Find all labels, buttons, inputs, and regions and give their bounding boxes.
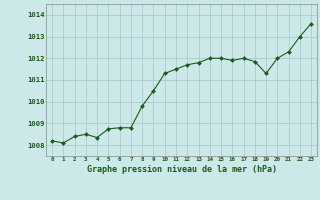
X-axis label: Graphe pression niveau de la mer (hPa): Graphe pression niveau de la mer (hPa): [87, 165, 276, 174]
